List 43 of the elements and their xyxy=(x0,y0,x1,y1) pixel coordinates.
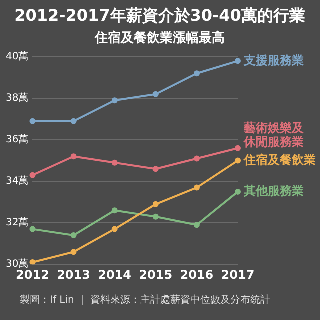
y-tick-label: 34萬 xyxy=(6,175,29,188)
point xyxy=(152,166,159,172)
point xyxy=(112,208,118,214)
point xyxy=(194,184,200,191)
point xyxy=(30,172,36,178)
y-tick-label: 32萬 xyxy=(6,216,29,229)
point xyxy=(112,226,118,232)
point xyxy=(152,201,159,208)
point xyxy=(194,156,200,162)
y-tick-label: 30萬 xyxy=(6,258,29,270)
point xyxy=(112,98,118,104)
point xyxy=(70,154,77,160)
point xyxy=(30,226,36,232)
point xyxy=(70,232,77,239)
x-tick-label: 2012 xyxy=(16,268,50,282)
point xyxy=(70,249,77,256)
x-tick-label: 2017 xyxy=(221,268,255,282)
y-tick-label: 40萬 xyxy=(6,50,29,63)
point xyxy=(235,188,241,195)
point xyxy=(152,91,159,98)
x-tick-label: 2013 xyxy=(57,268,90,282)
point xyxy=(30,118,36,124)
point xyxy=(194,222,200,228)
point xyxy=(70,118,77,124)
point xyxy=(235,58,241,64)
x-tick-label: 2016 xyxy=(180,268,214,282)
point xyxy=(194,70,200,77)
y-tick-label: 38萬 xyxy=(6,92,29,104)
series-label: 藝術娛樂及休閒服務業 xyxy=(243,120,305,149)
chart-title: 2012-2017年薪資介於30-40萬的行業 xyxy=(14,6,306,27)
series-label: 其他服務業 xyxy=(243,184,304,198)
point xyxy=(152,214,159,220)
x-tick-label: 2014 xyxy=(98,268,132,282)
point xyxy=(30,260,36,265)
point xyxy=(112,160,118,166)
series-label: 支援服務業 xyxy=(243,53,304,68)
y-tick-label: 36萬 xyxy=(6,134,29,146)
series-label: 住宿及餐飲業 xyxy=(243,152,316,167)
point xyxy=(235,158,241,164)
x-tick-label: 2015 xyxy=(139,268,173,282)
point xyxy=(235,145,241,152)
text: 製圖：If Lin ｜ 資料來源：主計處薪資中位數及分布統計 xyxy=(19,294,272,307)
chart-subtitle: 住宿及餐飲業漲幅最高 xyxy=(94,30,226,47)
